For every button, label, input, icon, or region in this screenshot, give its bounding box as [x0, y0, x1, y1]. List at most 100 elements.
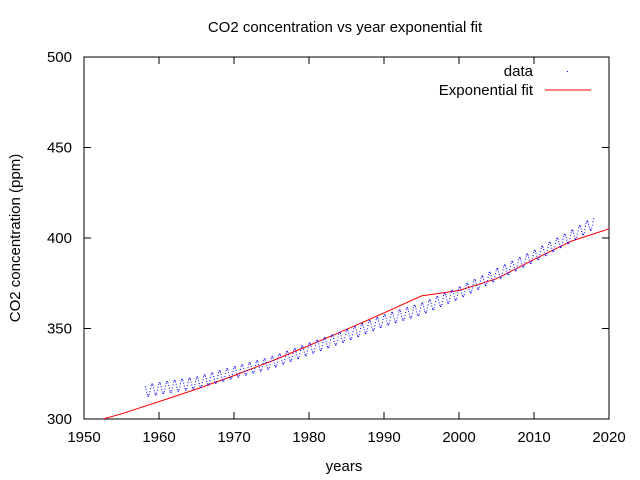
data-point	[241, 364, 243, 366]
data-point	[246, 372, 248, 374]
data-point	[191, 384, 193, 386]
data-point	[510, 262, 512, 264]
data-point	[206, 380, 208, 382]
data-point	[266, 364, 268, 366]
data-point	[593, 218, 595, 220]
data-point	[505, 265, 506, 267]
data-point	[385, 315, 386, 317]
data-point	[475, 280, 476, 282]
data-point	[460, 287, 461, 289]
data-point	[465, 284, 467, 286]
data-point	[311, 348, 313, 350]
data-point	[353, 328, 355, 330]
y-tick-label: 300	[47, 411, 72, 428]
data-point	[364, 331, 366, 333]
data-point	[432, 309, 434, 311]
data-point	[564, 233, 566, 235]
data-point	[445, 294, 446, 296]
data-point	[549, 241, 551, 243]
data-point	[430, 302, 432, 304]
data-point	[552, 251, 554, 253]
data-point	[258, 363, 260, 365]
data-point	[152, 384, 154, 386]
data-point	[278, 353, 280, 355]
data-point	[293, 348, 295, 350]
data-point	[215, 382, 217, 384]
data-point	[401, 318, 403, 320]
data-point	[350, 339, 351, 341]
data-point	[417, 315, 419, 317]
data-point	[440, 305, 442, 307]
data-point	[204, 374, 206, 376]
data-point	[346, 329, 348, 331]
data-point	[438, 302, 440, 304]
x-axis-label: years	[326, 458, 363, 475]
data-point	[198, 380, 200, 382]
data-point	[585, 222, 587, 224]
data-point	[179, 386, 181, 388]
data-point	[231, 376, 233, 378]
data-point	[289, 359, 291, 361]
data-point	[473, 279, 475, 281]
data-point	[148, 395, 150, 397]
data-point	[468, 288, 470, 290]
data-point	[471, 287, 473, 289]
data-point	[477, 288, 479, 290]
data-point	[466, 283, 468, 285]
data-point	[498, 274, 500, 276]
data-point	[456, 297, 458, 299]
data-point	[515, 270, 516, 272]
data-point	[428, 301, 430, 303]
data-point	[322, 342, 324, 344]
data-point	[476, 285, 478, 287]
data-point	[379, 325, 381, 327]
data-point	[471, 290, 473, 292]
data-point	[159, 382, 161, 384]
data-point	[183, 382, 185, 384]
data-point	[389, 319, 391, 321]
data-point	[208, 384, 210, 386]
data-point	[281, 359, 283, 361]
data-point	[202, 379, 204, 381]
data-point	[320, 349, 322, 351]
data-point	[188, 379, 190, 381]
data-point	[219, 370, 221, 372]
data-point	[517, 262, 519, 264]
data-point	[180, 383, 181, 385]
data-point	[288, 354, 290, 356]
data-point	[165, 382, 167, 384]
data-point	[362, 324, 364, 326]
data-point	[551, 249, 553, 251]
data-point	[499, 276, 501, 278]
data-point	[268, 366, 270, 368]
data-point	[233, 366, 235, 368]
data-point	[458, 286, 460, 288]
data-point	[153, 387, 155, 389]
data-point	[229, 377, 231, 379]
data-point	[513, 266, 515, 268]
data-point	[500, 277, 501, 279]
data-point	[255, 364, 256, 366]
data-point	[166, 381, 168, 383]
data-point	[258, 366, 260, 368]
data-point	[355, 327, 356, 329]
data-point	[456, 294, 458, 296]
data-point	[561, 245, 563, 247]
data-point	[370, 321, 371, 323]
data-point	[344, 337, 346, 339]
data-point	[516, 268, 518, 270]
data-point	[212, 373, 214, 375]
data-point	[441, 301, 443, 303]
data-point	[154, 392, 156, 394]
data-point	[274, 365, 276, 367]
data-point	[468, 286, 470, 288]
data-point	[272, 357, 274, 359]
data-point	[508, 273, 510, 275]
data-point	[515, 270, 517, 272]
data-point	[238, 376, 240, 378]
data-point	[465, 287, 466, 289]
data-point	[336, 339, 338, 341]
data-point	[264, 358, 266, 360]
data-point	[475, 282, 477, 284]
data-point	[483, 281, 485, 283]
